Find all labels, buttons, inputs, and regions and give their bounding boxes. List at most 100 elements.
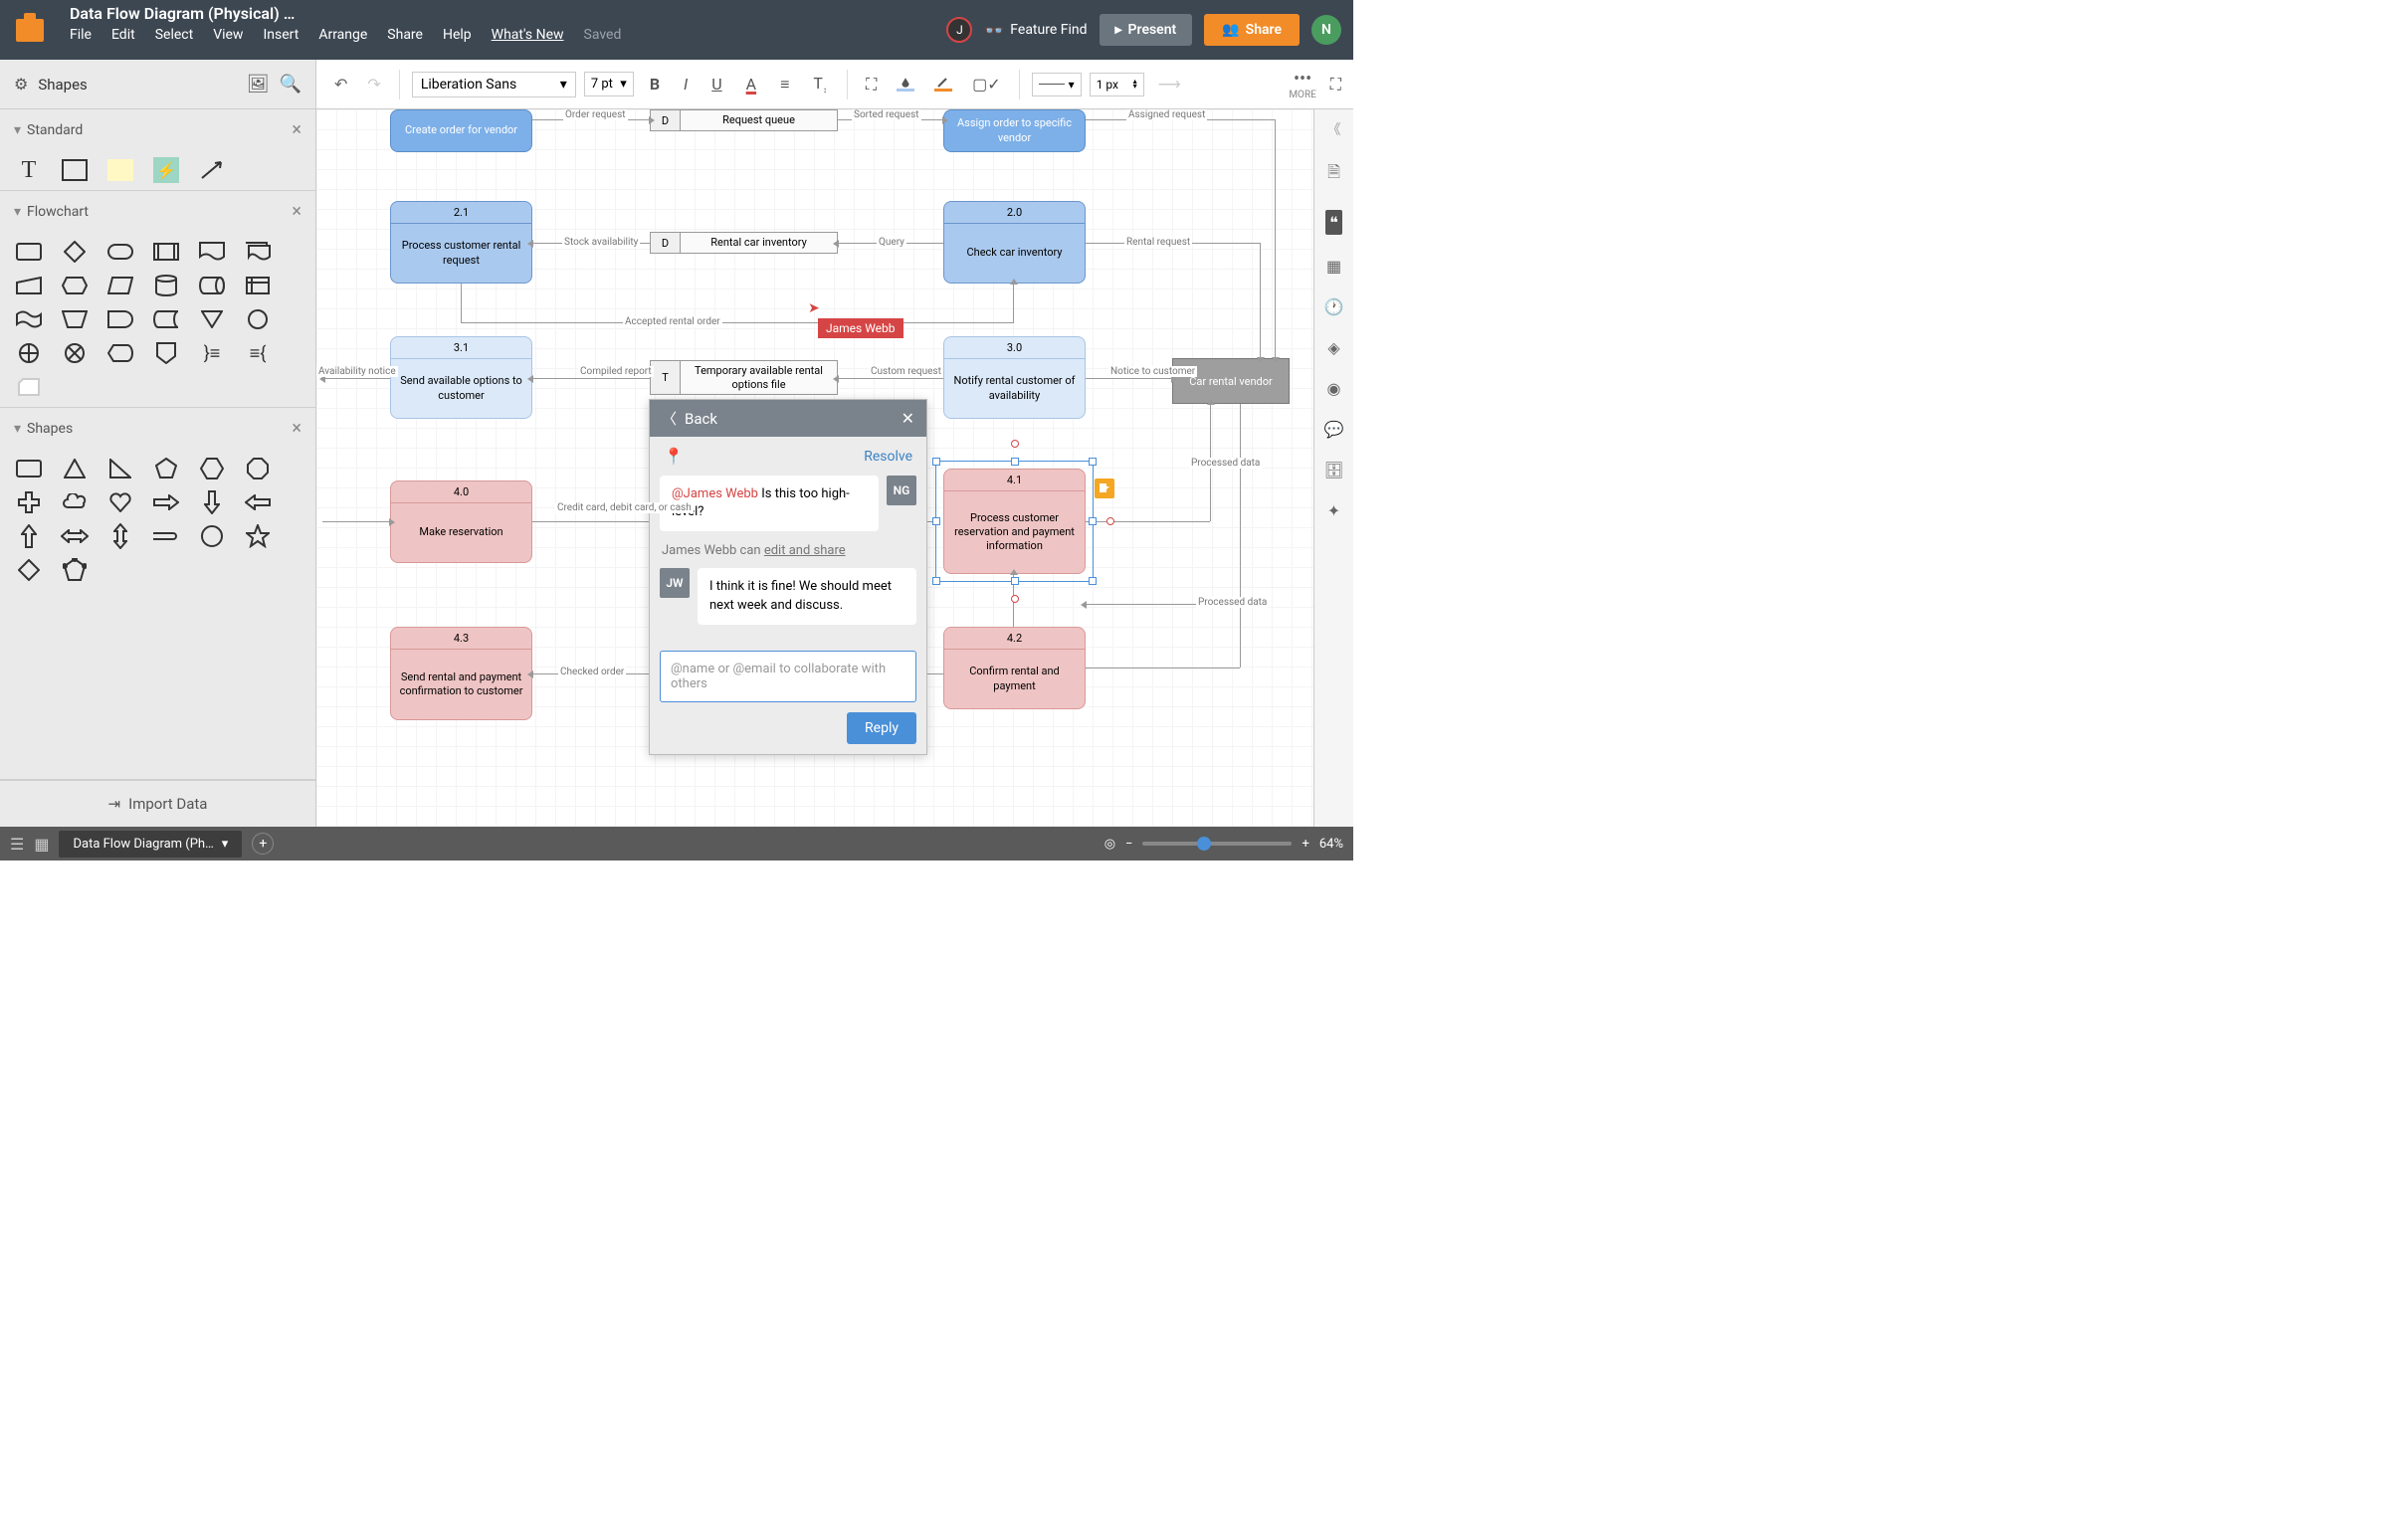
sh-callout[interactable] bbox=[151, 524, 181, 548]
menu-insert[interactable]: Insert bbox=[263, 27, 299, 43]
line-style-select[interactable]: ▾ bbox=[1032, 73, 1082, 96]
undo-button[interactable]: ↶ bbox=[328, 75, 353, 94]
fc-paper-tape[interactable] bbox=[14, 307, 44, 331]
sh-heart[interactable] bbox=[105, 490, 135, 514]
app-logo[interactable] bbox=[0, 0, 60, 60]
data-store[interactable]: DRequest queue bbox=[650, 109, 838, 131]
user-avatar-n[interactable]: N bbox=[1311, 15, 1341, 45]
page-tab[interactable]: Data Flow Diagram (Ph… ▾ bbox=[59, 831, 242, 858]
share-button[interactable]: 👥 Share bbox=[1204, 14, 1300, 46]
layers-icon[interactable]: ◈ bbox=[1327, 338, 1339, 357]
fc-connector[interactable] bbox=[243, 307, 273, 331]
data-store[interactable]: TTemporary available rental options file bbox=[650, 360, 838, 395]
close-icon[interactable]: × bbox=[292, 418, 301, 439]
fc-terminator[interactable] bbox=[105, 240, 135, 264]
fc-database[interactable] bbox=[151, 274, 181, 297]
gear-icon[interactable]: ⚙ bbox=[14, 75, 28, 94]
close-icon[interactable]: ✕ bbox=[902, 409, 914, 428]
theme-icon[interactable]: ◉ bbox=[1327, 379, 1341, 398]
import-data-button[interactable]: ⇥ Import Data bbox=[0, 780, 315, 827]
sh-triangle[interactable] bbox=[60, 457, 90, 480]
comment-indicator-icon[interactable] bbox=[1095, 478, 1114, 498]
menu-arrange[interactable]: Arrange bbox=[318, 27, 367, 43]
flow-node[interactable]: Create order for vendor bbox=[390, 109, 532, 152]
sh-polygon[interactable] bbox=[60, 558, 90, 582]
bold-button[interactable]: B bbox=[642, 71, 668, 97]
comments-icon[interactable]: ❝ bbox=[1325, 210, 1342, 235]
vendor-node[interactable]: Car rental vendor bbox=[1172, 358, 1290, 404]
grid-view-icon[interactable]: ▦ bbox=[34, 835, 49, 854]
fc-decision[interactable] bbox=[60, 240, 90, 264]
line-end-button[interactable]: ⟶ bbox=[1152, 71, 1187, 97]
sh-right-triangle[interactable] bbox=[105, 457, 135, 480]
more-button[interactable]: ••• MORE bbox=[1289, 69, 1315, 100]
fc-process[interactable] bbox=[14, 240, 44, 264]
section-header-standard[interactable]: ▾ Standard × bbox=[0, 109, 315, 150]
redo-button[interactable]: ↷ bbox=[361, 75, 386, 94]
sh-arrow-left[interactable] bbox=[243, 490, 273, 514]
fc-preparation[interactable] bbox=[60, 274, 90, 297]
fc-data[interactable] bbox=[105, 274, 135, 297]
sh-circle[interactable] bbox=[197, 524, 227, 548]
sh-arrow-ud[interactable] bbox=[105, 524, 135, 548]
sh-rect[interactable] bbox=[14, 457, 44, 480]
fill-color-button[interactable] bbox=[891, 73, 920, 96]
fc-note-left[interactable]: }≡ bbox=[197, 341, 227, 365]
menu-help[interactable]: Help bbox=[443, 27, 472, 43]
fullscreen-icon[interactable]: ⛶ bbox=[1330, 75, 1341, 95]
document-title[interactable]: Data Flow Diagram (Physical) … bbox=[70, 4, 924, 23]
back-label[interactable]: Back bbox=[685, 410, 717, 428]
fc-off-page[interactable] bbox=[151, 341, 181, 365]
image-icon[interactable]: 🖼 bbox=[247, 74, 270, 95]
underline-button[interactable]: U bbox=[703, 71, 729, 97]
data-icon[interactable]: 🗄 bbox=[1323, 461, 1343, 479]
fc-direct-data[interactable] bbox=[197, 274, 227, 297]
flow-node[interactable]: 4.2Confirm rental and payment bbox=[943, 627, 1086, 709]
canvas[interactable]: TTemporary available rental options file… bbox=[316, 109, 1313, 827]
menu-select[interactable]: Select bbox=[155, 27, 193, 43]
section-header-shapes[interactable]: ▾ Shapes × bbox=[0, 408, 315, 449]
pin-icon[interactable]: 📍 bbox=[664, 447, 684, 466]
menu-share[interactable]: Share bbox=[387, 27, 423, 43]
sh-cross[interactable] bbox=[14, 490, 44, 514]
shape-arrow[interactable] bbox=[197, 158, 227, 182]
zoom-in-button[interactable]: + bbox=[1302, 837, 1308, 852]
present-button[interactable]: ▸ Present bbox=[1100, 14, 1193, 46]
flow-node[interactable]: Assign order to specific vendor bbox=[943, 109, 1086, 152]
zoom-slider[interactable] bbox=[1142, 842, 1292, 846]
reply-button[interactable]: Reply bbox=[847, 712, 916, 744]
menu-file[interactable]: File bbox=[70, 27, 92, 43]
fc-multidoc[interactable] bbox=[243, 240, 273, 264]
text-tool-button[interactable]: T↕ bbox=[805, 70, 835, 98]
fc-stored-data[interactable] bbox=[151, 307, 181, 331]
sh-hexagon[interactable] bbox=[197, 457, 227, 480]
fc-manual-input[interactable] bbox=[14, 274, 44, 297]
shape-style-button[interactable]: ▢✓ bbox=[966, 71, 1007, 97]
sh-octagon[interactable] bbox=[243, 457, 273, 480]
shape-text[interactable]: T bbox=[14, 158, 44, 182]
target-icon[interactable]: ◎ bbox=[1104, 837, 1115, 852]
fc-merge[interactable] bbox=[197, 307, 227, 331]
fc-display[interactable] bbox=[105, 341, 135, 365]
align-button[interactable]: ≡ bbox=[772, 71, 797, 98]
collaborator-avatar-j[interactable]: J bbox=[946, 17, 972, 43]
zoom-value[interactable]: 64% bbox=[1319, 837, 1343, 852]
page-icon[interactable]: 🗎 bbox=[1327, 161, 1340, 188]
comment-mention[interactable]: @James Webb bbox=[672, 486, 758, 501]
fc-document[interactable] bbox=[197, 240, 227, 264]
shape-rect[interactable] bbox=[60, 158, 90, 182]
sh-arrow-down[interactable] bbox=[197, 490, 227, 514]
flow-node[interactable]: 3.1Send available options to customer bbox=[390, 336, 532, 419]
zoom-out-button[interactable]: − bbox=[1125, 837, 1132, 852]
fc-note-right[interactable]: ≡{ bbox=[243, 341, 273, 365]
data-store[interactable]: DRental car inventory bbox=[650, 232, 838, 254]
fc-internal-storage[interactable] bbox=[243, 274, 273, 297]
menu-view[interactable]: View bbox=[213, 27, 243, 43]
shape-sticky[interactable] bbox=[105, 158, 135, 182]
menu-edit[interactable]: Edit bbox=[111, 27, 135, 43]
font-family-select[interactable]: Liberation Sans ▾ bbox=[412, 72, 576, 97]
close-icon[interactable]: × bbox=[292, 201, 301, 222]
flow-node[interactable]: 4.0Make reservation bbox=[390, 480, 532, 563]
flow-node[interactable]: 4.3Send rental and payment confirmation … bbox=[390, 627, 532, 720]
present-rail-icon[interactable]: ▦ bbox=[1326, 257, 1341, 276]
